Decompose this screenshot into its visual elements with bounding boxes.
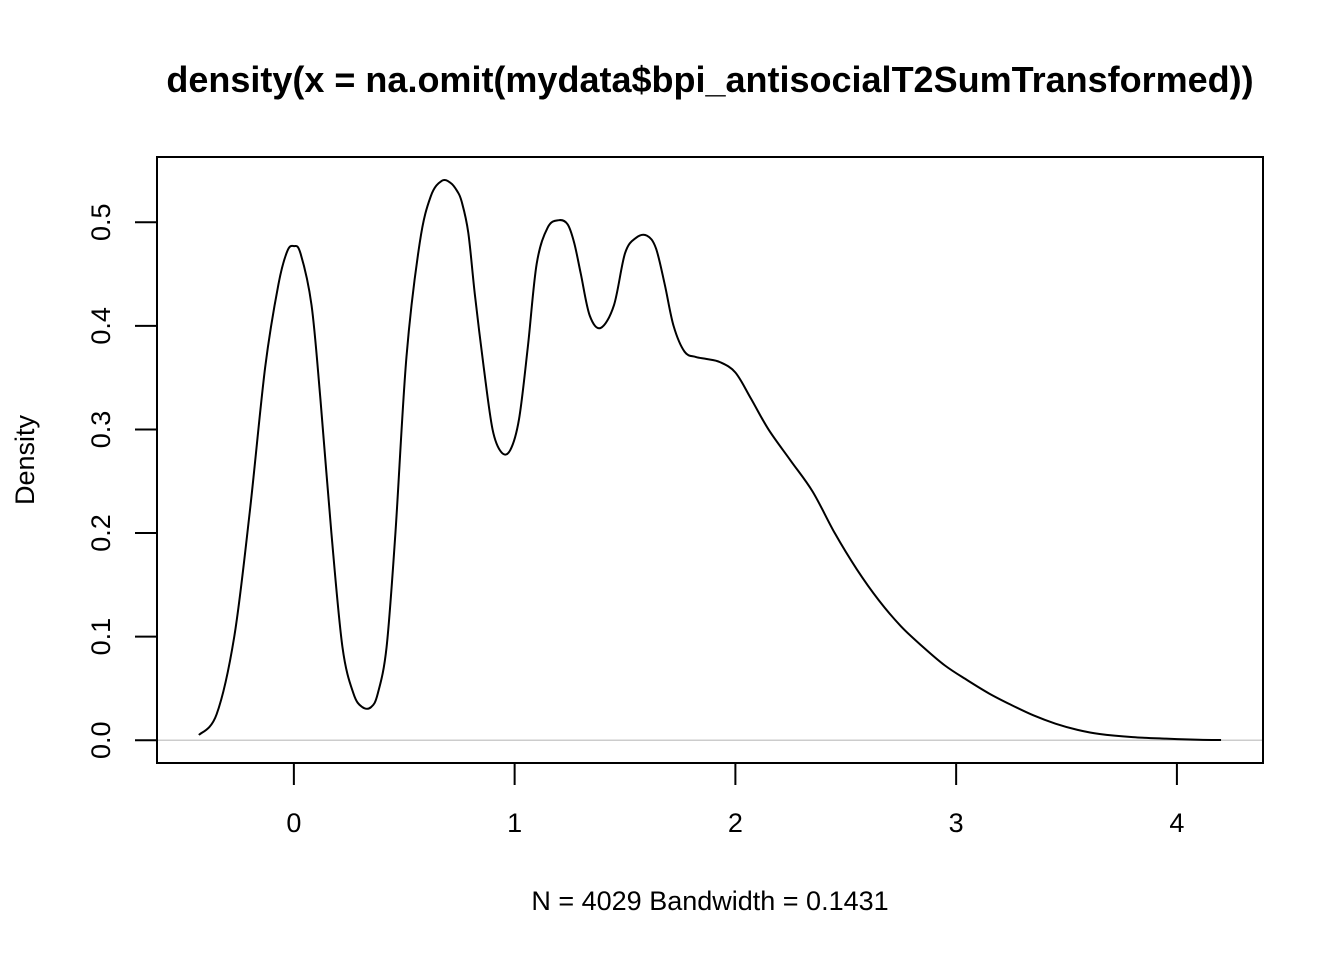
y-tick-label: 0.0: [86, 721, 116, 759]
x-axis-label: N = 4029 Bandwidth = 0.1431: [531, 886, 888, 916]
x-tick-label: 0: [286, 808, 301, 838]
y-axis-label: Density: [10, 414, 40, 505]
y-tick-label: 0.3: [86, 411, 116, 449]
x-tick-label: 1: [507, 808, 522, 838]
plot-box: [156, 156, 1264, 764]
y-tick-label: 0.5: [86, 203, 116, 241]
x-axis: 0 1 2 3 4: [286, 762, 1184, 838]
y-axis: 0.0 0.1 0.2 0.3 0.4 0.5: [86, 203, 158, 759]
x-tick-label: 2: [728, 808, 743, 838]
chart-title: density(x = na.omit(mydata$bpi_antisocia…: [166, 59, 1253, 100]
y-tick-label: 0.2: [86, 514, 116, 552]
x-tick-label: 4: [1169, 808, 1184, 838]
density-curve: [198, 178, 1222, 741]
x-tick-label: 3: [949, 808, 964, 838]
y-tick-label: 0.1: [86, 618, 116, 656]
y-tick-label: 0.4: [86, 307, 116, 345]
